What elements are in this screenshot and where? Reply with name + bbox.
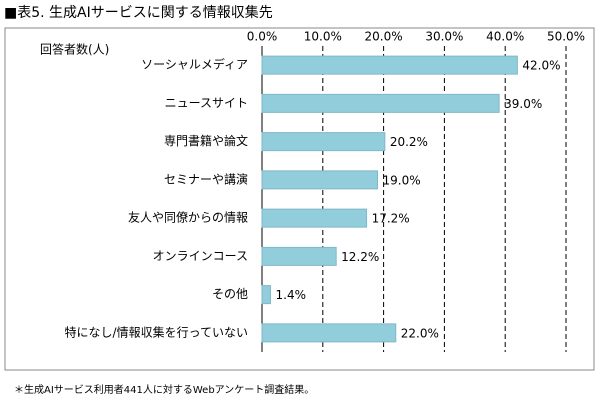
- bar: [261, 246, 337, 266]
- y-tick-label: セミナーや講演: [164, 171, 248, 186]
- y-tick-label: 特になし/情報収集を行っていない: [65, 324, 248, 339]
- chart-frame: [4, 27, 595, 371]
- y-tick-label: ソーシャルメディア: [141, 57, 248, 72]
- value-label: 17.2%: [372, 212, 410, 226]
- x-tick-label: 0.0%: [247, 30, 278, 44]
- value-label: 20.2%: [390, 135, 428, 149]
- x-tick-label: 10.0%: [304, 30, 342, 44]
- x-tick-label: 20.0%: [365, 30, 403, 44]
- bar: [261, 323, 397, 343]
- bar: [261, 170, 379, 190]
- chart-title: ■表5. 生成AIサービスに関する情報収集先: [4, 4, 273, 21]
- y-tick-label: その他: [212, 287, 248, 301]
- bar: [261, 55, 518, 75]
- axis-label: 回答者数(人): [40, 42, 109, 57]
- value-label: 42.0%: [522, 59, 560, 73]
- footnote: ＊生成AIサービス利用者441人に対するWebアンケート調査結果。: [14, 383, 314, 396]
- y-tick-label: オンラインコース: [153, 249, 248, 263]
- x-tick-label: 40.0%: [486, 30, 524, 44]
- y-tick-label: ニュースサイト: [165, 96, 248, 110]
- value-label: 12.2%: [341, 250, 379, 264]
- bar: [261, 93, 500, 113]
- x-tick-label: 50.0%: [547, 30, 585, 44]
- value-label: 22.0%: [401, 326, 439, 340]
- value-label: 1.4%: [276, 288, 307, 302]
- value-label: 19.0%: [383, 173, 421, 187]
- x-tick-label: 30.0%: [425, 30, 463, 44]
- bar: [261, 285, 272, 305]
- y-tick-label: 友人や同僚からの情報: [128, 210, 248, 225]
- bar: [261, 208, 368, 228]
- bar: [261, 132, 386, 152]
- value-label: 39.0%: [504, 97, 542, 111]
- y-tick-label: 専門書籍や論文: [164, 133, 248, 148]
